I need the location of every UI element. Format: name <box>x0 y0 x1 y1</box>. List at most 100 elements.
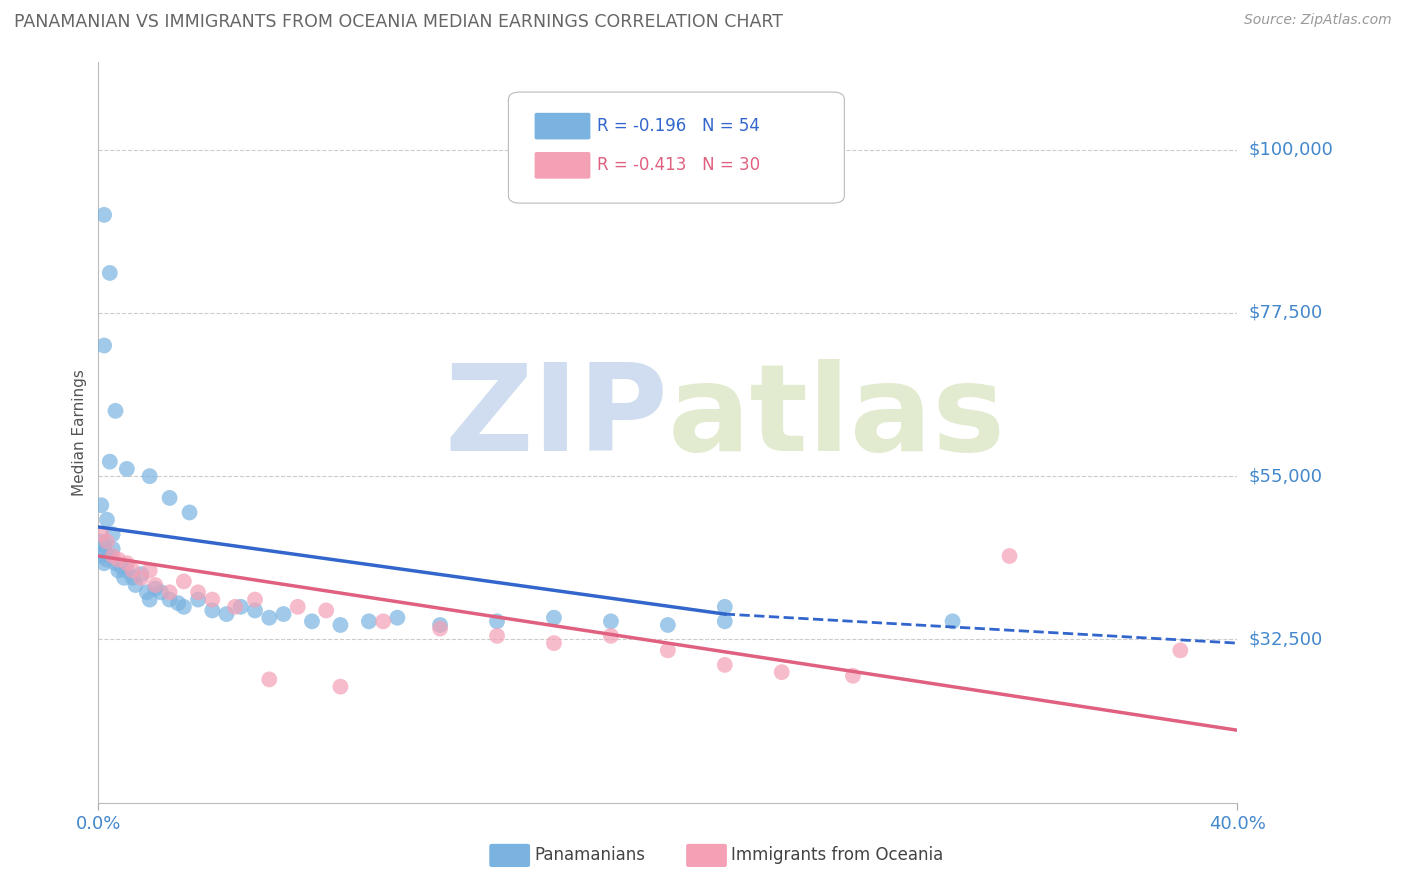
Text: Immigrants from Oceania: Immigrants from Oceania <box>731 847 943 864</box>
Point <box>90 534 112 549</box>
Text: Source: ZipAtlas.com: Source: ZipAtlas.com <box>1244 13 1392 28</box>
Point <box>138 564 160 578</box>
Point <box>135 585 157 599</box>
Point <box>138 469 160 483</box>
Point <box>98 455 121 469</box>
Point <box>107 552 129 566</box>
Point <box>357 615 380 629</box>
Point <box>657 618 679 632</box>
Point <box>187 585 209 599</box>
Point <box>129 567 152 582</box>
Point <box>159 585 181 599</box>
Point <box>110 560 132 574</box>
FancyBboxPatch shape <box>509 92 845 203</box>
Text: R = -0.413   N = 30: R = -0.413 N = 30 <box>598 156 761 174</box>
Point <box>98 549 121 563</box>
Point <box>942 615 965 629</box>
Point <box>90 498 112 512</box>
Point <box>138 592 160 607</box>
Point <box>90 549 112 563</box>
Point <box>115 556 138 570</box>
Text: Panamanians: Panamanians <box>534 847 645 864</box>
Text: R = -0.196   N = 54: R = -0.196 N = 54 <box>598 117 761 135</box>
Text: $100,000: $100,000 <box>1249 141 1333 159</box>
Point <box>600 629 623 643</box>
Point <box>600 615 623 629</box>
Point <box>173 574 195 589</box>
Text: $77,500: $77,500 <box>1249 304 1323 322</box>
Point <box>301 615 323 629</box>
Point <box>387 610 409 624</box>
Point <box>201 603 224 617</box>
Point <box>215 607 238 621</box>
Text: atlas: atlas <box>668 359 1005 476</box>
Point <box>121 571 143 585</box>
Text: $55,000: $55,000 <box>1249 467 1323 485</box>
Point <box>714 599 737 614</box>
Point <box>243 603 266 617</box>
Point <box>273 607 295 621</box>
Point <box>714 657 737 672</box>
Point <box>329 618 352 632</box>
Point <box>315 603 337 617</box>
Point <box>179 506 201 520</box>
Text: PANAMANIAN VS IMMIGRANTS FROM OCEANIA MEDIAN EARNINGS CORRELATION CHART: PANAMANIAN VS IMMIGRANTS FROM OCEANIA ME… <box>14 13 783 31</box>
Point <box>259 673 281 687</box>
Point <box>93 538 115 552</box>
Point <box>115 462 138 476</box>
Point <box>1170 643 1192 657</box>
Point <box>107 564 129 578</box>
Point <box>101 541 124 556</box>
FancyBboxPatch shape <box>534 152 591 178</box>
Point <box>486 615 509 629</box>
Point <box>770 665 793 680</box>
Point <box>129 571 152 585</box>
Text: ZIP: ZIP <box>444 359 668 476</box>
Point <box>104 556 127 570</box>
Text: $32,500: $32,500 <box>1249 631 1323 648</box>
Point <box>96 534 118 549</box>
Point <box>187 592 209 607</box>
Point <box>657 643 679 657</box>
Point <box>145 578 167 592</box>
Point <box>112 571 135 585</box>
Point <box>224 599 246 614</box>
Point <box>150 585 173 599</box>
Point <box>173 599 195 614</box>
Point <box>90 545 112 559</box>
Point <box>101 527 124 541</box>
Point <box>93 556 115 570</box>
Point <box>842 669 865 683</box>
Point <box>124 578 146 592</box>
Point <box>167 596 190 610</box>
Point <box>259 610 281 624</box>
Point <box>486 629 509 643</box>
Point <box>714 615 737 629</box>
Point <box>543 636 565 650</box>
Point <box>98 266 121 280</box>
Y-axis label: Median Earnings: Median Earnings <box>72 369 87 496</box>
Point <box>243 592 266 607</box>
Point <box>104 404 127 418</box>
Point <box>543 610 565 624</box>
Point <box>373 615 395 629</box>
Point <box>201 592 224 607</box>
Point <box>429 622 451 636</box>
Point <box>115 564 138 578</box>
Point <box>93 338 115 352</box>
Point <box>90 527 112 541</box>
Point <box>329 680 352 694</box>
Point <box>287 599 309 614</box>
Point <box>229 599 252 614</box>
Point <box>145 582 167 596</box>
Point <box>159 491 181 505</box>
Point <box>96 513 118 527</box>
Point <box>101 549 124 563</box>
FancyBboxPatch shape <box>534 112 591 139</box>
Point <box>998 549 1021 563</box>
Point <box>159 592 181 607</box>
Point <box>96 552 118 566</box>
Point <box>93 208 115 222</box>
Point <box>121 564 143 578</box>
Point <box>429 618 451 632</box>
